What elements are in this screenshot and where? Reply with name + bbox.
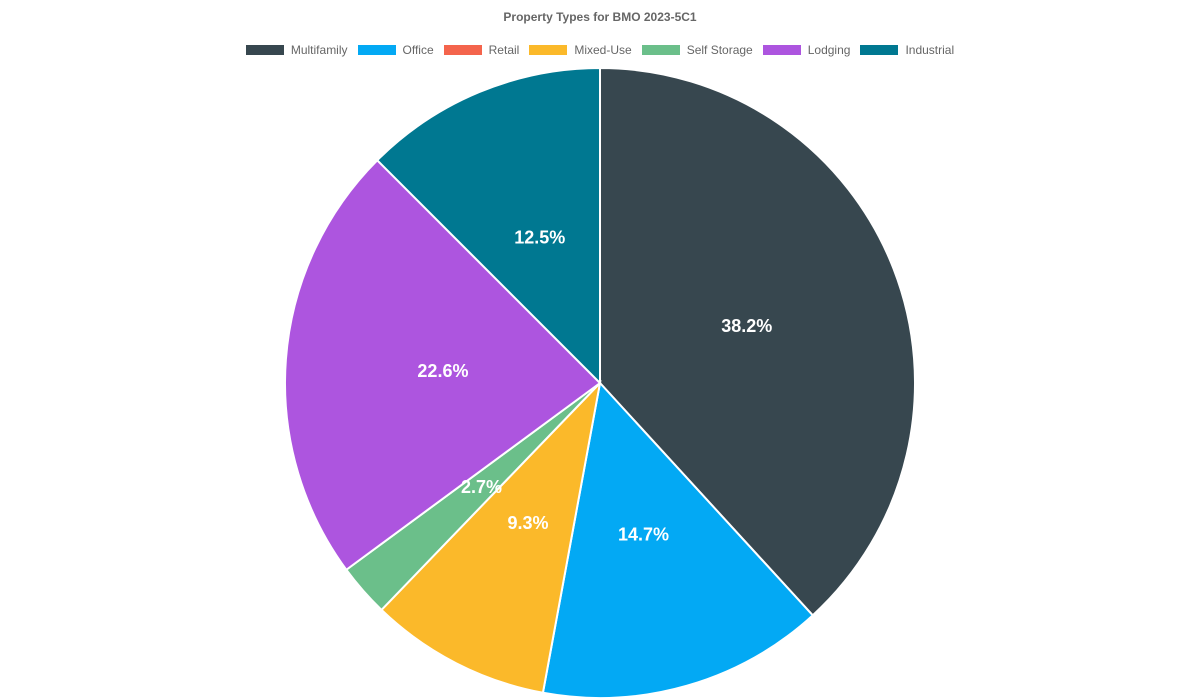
pie-slice-label: 38.2% [721, 316, 772, 336]
chart-title: Property Types for BMO 2023-5C1 [503, 10, 697, 24]
legend-swatch [529, 45, 568, 55]
pie-slice-label: 9.3% [508, 513, 549, 533]
pie-slice-industrial[interactable] [375, 66, 601, 386]
pie-slice-label: 12.5% [514, 227, 565, 247]
legend-label: Industrial [905, 43, 955, 57]
pie-labels: 38.2% 14.7% 9.3% 2.7% 22.6% 12.5% [417, 227, 772, 544]
legend-swatch [762, 45, 801, 55]
legend-label: Multifamily [290, 43, 348, 57]
pie-slice-label: 22.6% [417, 361, 468, 381]
pie-slice-mixed-use[interactable] [380, 379, 602, 694]
legend-item-mixed-use[interactable]: Mixed-Use [529, 43, 632, 57]
pie-slice-multifamily[interactable] [599, 66, 917, 617]
pie-slice-lodging[interactable] [284, 158, 602, 572]
legend-item-office[interactable]: Office [357, 43, 434, 57]
pie-slice-label: 14.7% [618, 524, 669, 544]
legend-label: Lodging [807, 43, 851, 57]
legend-item-multifamily[interactable]: Multifamily [245, 43, 348, 57]
legend-swatch [860, 45, 899, 55]
legend-swatch [357, 45, 396, 55]
pie-slice-office[interactable] [541, 380, 815, 699]
legend-swatch [245, 45, 284, 55]
legend-label: Retail [488, 43, 520, 57]
legend-label: Self Storage [686, 43, 753, 57]
legend-swatch [443, 45, 482, 55]
legend-item-lodging[interactable]: Lodging [762, 43, 851, 57]
legend-item-industrial[interactable]: Industrial [860, 43, 954, 57]
legend-swatch [641, 45, 680, 55]
legend-item-self-storage[interactable]: Self Storage [641, 43, 753, 57]
pie-slices [284, 66, 917, 699]
legend-label: Mixed-Use [574, 43, 632, 57]
legend-label: Office [402, 43, 434, 57]
legend-item-retail[interactable]: Retail [443, 43, 520, 57]
pie-slice-label: 2.7% [461, 477, 502, 497]
legend: Multifamily Office Retail Mixed-Use Self Sto… [0, 43, 1200, 57]
